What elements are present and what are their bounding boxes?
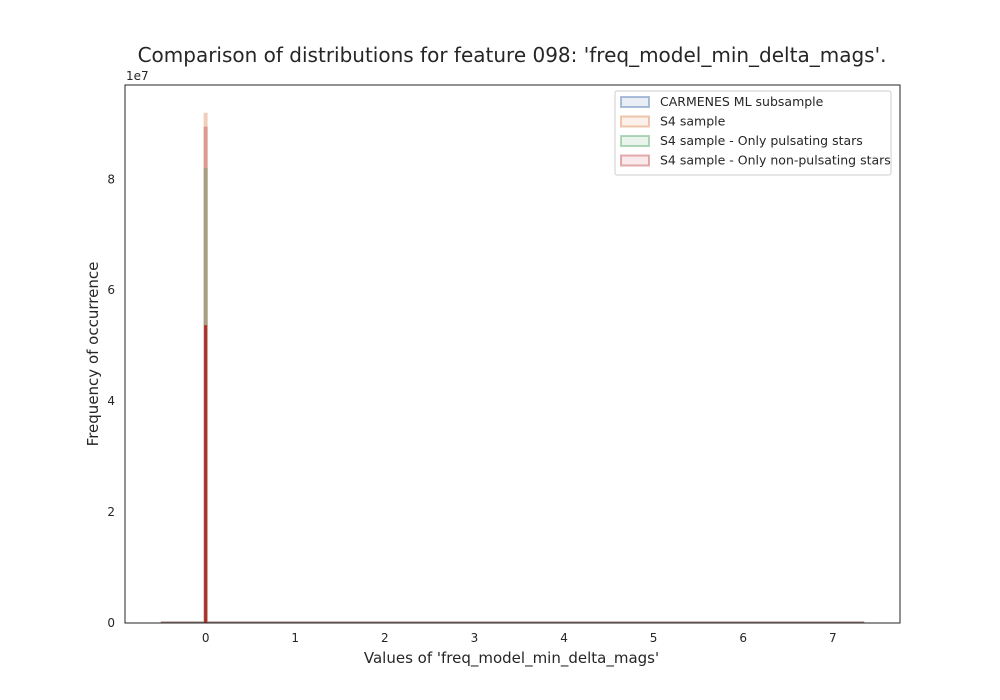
y-tick-label: 6 [107,283,115,297]
x-tick-label: 2 [381,631,389,645]
legend-label: S4 sample - Only non-pulsating stars [660,153,891,168]
legend-box [614,90,892,176]
legend-swatch [620,115,650,128]
y-tick-label: 4 [107,394,115,408]
legend-swatch [620,154,650,167]
legend-swatch [620,96,650,108]
plot-area [160,112,865,624]
y-tick-label: 2 [107,505,115,519]
legend-label: CARMENES ML subsample [660,94,824,109]
legend-label: S4 sample [660,114,726,129]
legend-swatch [620,135,650,147]
x-tick-label: 0 [202,631,210,645]
x-tick-label: 1 [291,631,299,645]
x-axis-ticks: 0 1 2 3 4 5 6 7 [202,631,837,645]
y-tick-label: 8 [107,172,115,186]
x-tick-label: 6 [739,631,747,645]
x-tick-label: 4 [560,631,568,645]
x-axis-label: Values of 'freq_model_min_delta_mags' [364,649,659,668]
legend: CARMENES ML subsample S4 sample S4 sample … [614,90,892,176]
y-axis-label: Frequency of occurrence [84,262,102,447]
y-axis-ticks: 0 2 4 6 8 [107,172,115,630]
x-tick-label: 7 [829,631,837,645]
y-axis-offset-label: 1e7 [126,69,149,83]
chart-title: Comparison of distributions for feature … [138,43,887,67]
x-tick-label: 3 [471,631,479,645]
plot-frame [124,84,901,624]
y-tick-label: 0 [107,616,115,630]
legend-label: S4 sample - Only pulsating stars [660,133,863,148]
x-tick-label: 5 [650,631,658,645]
histogram-bar-core [204,325,208,623]
